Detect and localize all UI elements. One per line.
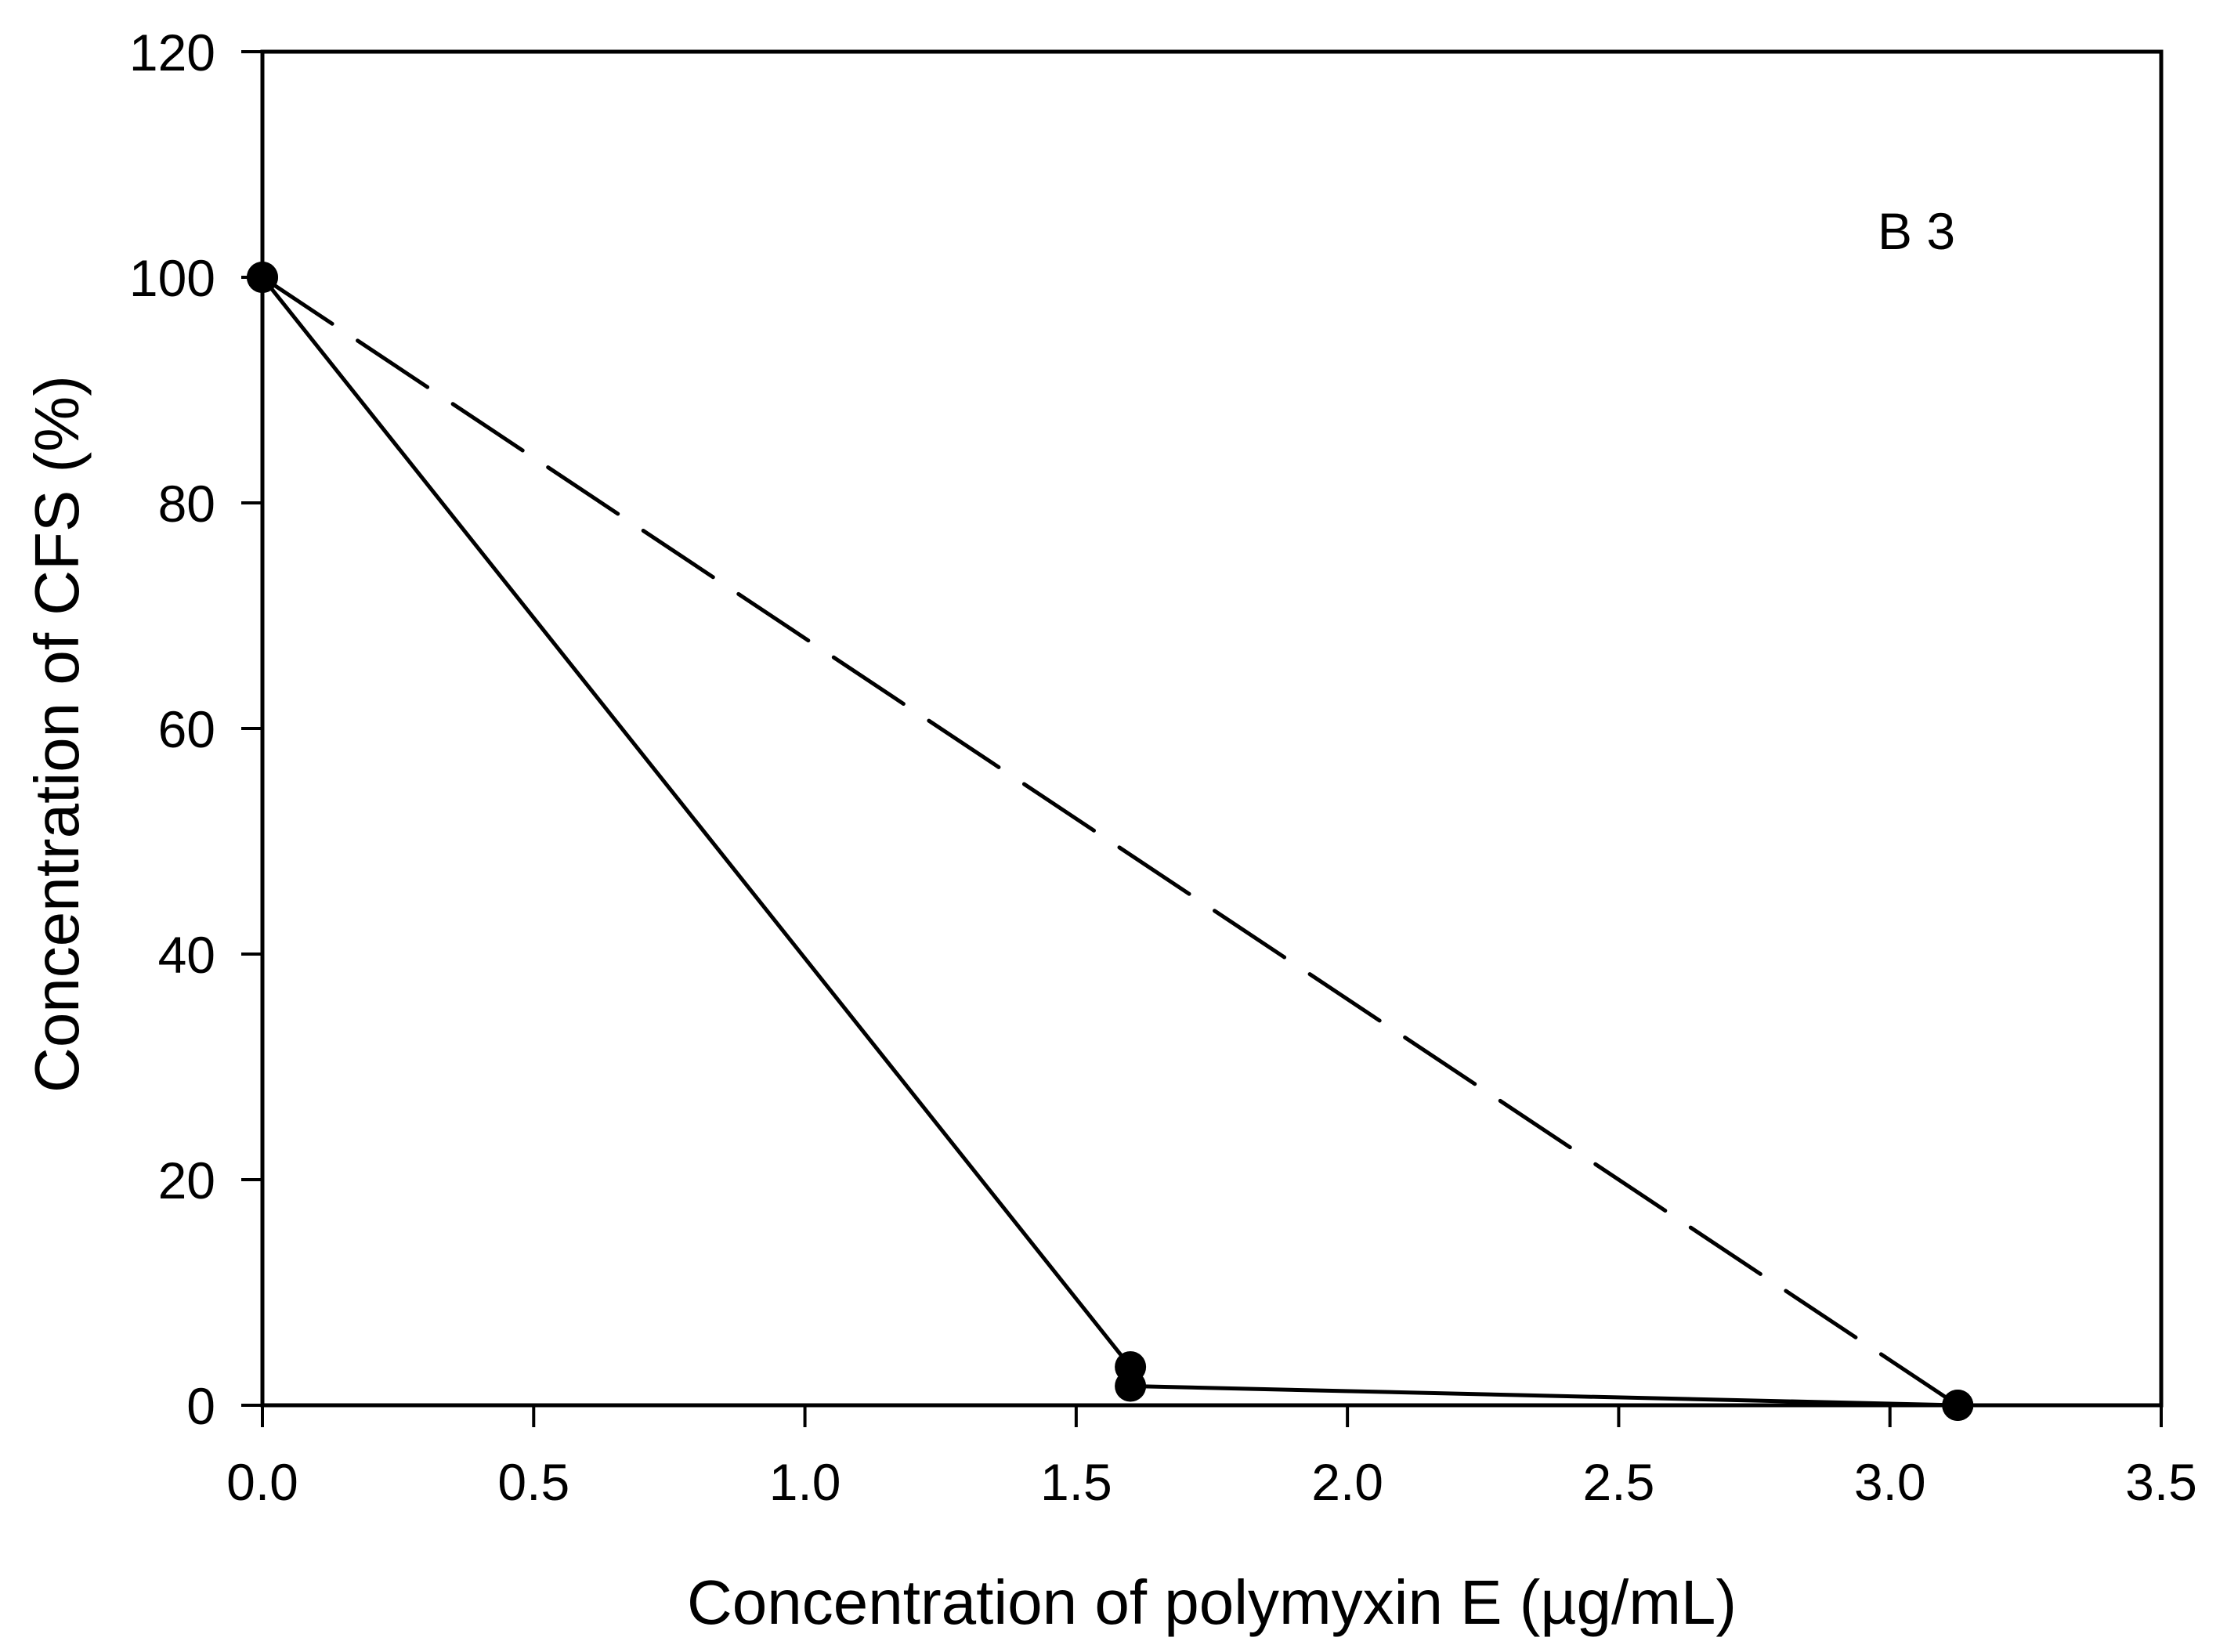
y-axis-ticks: 0 20 40 60 80 100 120 [129, 23, 262, 1435]
x-axis-ticks: 0.0 0.5 1.0 1.5 2.0 2.5 3.0 3.5 [226, 1405, 2197, 1511]
annotation-label: B 3 [1878, 202, 1955, 260]
y-tick-label: 120 [129, 23, 215, 81]
y-tick-label: 40 [158, 926, 215, 984]
x-tick-label: 3.0 [1854, 1453, 1926, 1511]
y-tick-label: 0 [186, 1377, 215, 1435]
y-tick-label: 20 [158, 1151, 215, 1209]
x-tick-label: 0.5 [497, 1453, 569, 1511]
y-axis-label: Concentration of CFS (%) [22, 375, 92, 1093]
x-tick-label: 1.0 [769, 1453, 841, 1511]
data-point [1115, 1370, 1147, 1402]
x-tick-label: 3.5 [2125, 1453, 2197, 1511]
y-tick-label: 100 [129, 249, 215, 307]
y-tick-label: 60 [158, 700, 215, 758]
x-tick-label: 2.5 [1583, 1453, 1655, 1511]
y-tick-label: 80 [158, 475, 215, 533]
x-tick-label: 0.0 [226, 1453, 298, 1511]
x-tick-label: 1.5 [1040, 1453, 1112, 1511]
x-tick-label: 2.0 [1311, 1453, 1383, 1511]
x-axis-label: Concentration of polymyxin E (µg/mL) [687, 1567, 1737, 1637]
